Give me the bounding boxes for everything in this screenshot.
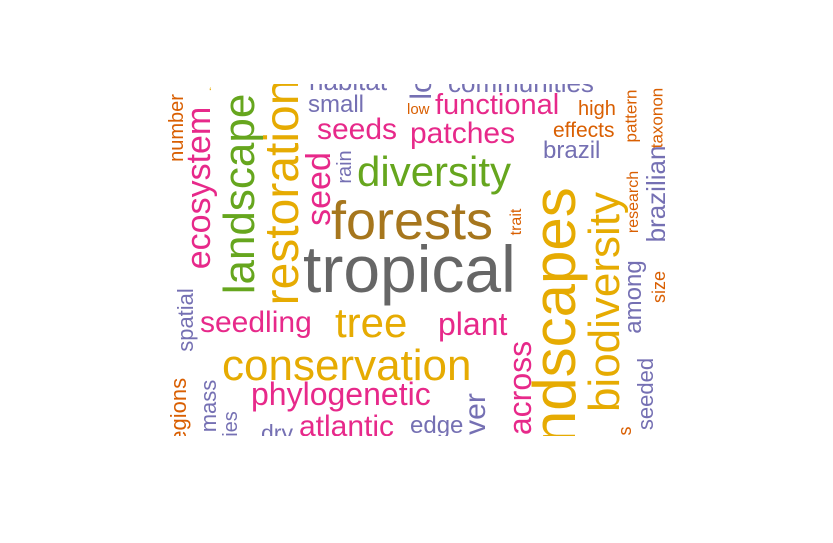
word-species: ies (220, 411, 242, 436)
word-edge: edge (410, 412, 464, 437)
word-seeded: seeded (633, 357, 658, 431)
word-among: among (620, 260, 647, 334)
word-atlantic: atlantic (299, 410, 395, 437)
word-trait: trait (508, 208, 525, 236)
word-brazil: brazil (543, 137, 601, 164)
word-seed: seed (300, 152, 338, 226)
word-extra-s: s (615, 426, 635, 436)
word-dry: dry (261, 420, 293, 437)
word-small: small (308, 91, 365, 118)
word-effects: effects (553, 119, 615, 142)
word-rain: rain (334, 150, 356, 184)
word-low: low (407, 101, 430, 118)
word-cloud-area: tropical forests conservation diversity … (165, 84, 665, 436)
word-landscape: landscape (215, 93, 264, 295)
word-seeds: seeds (317, 113, 398, 146)
word-regions: regions (166, 377, 191, 436)
word-functional: functional (435, 89, 560, 121)
word-across: across (502, 340, 538, 436)
word-high: high (578, 98, 616, 120)
word-fragment: lo (405, 84, 438, 100)
word-patches: patches (410, 117, 516, 150)
word-size: size (649, 270, 665, 304)
word-number: number (166, 94, 188, 162)
word-pattern: pattern (621, 89, 641, 143)
word-brazilian: brazilian (641, 145, 665, 243)
word-phylogenetic: phylogenetic (251, 376, 431, 412)
word-diversity: diversity (357, 148, 512, 195)
word-tree: tree (335, 299, 408, 346)
word-plant: plant (438, 306, 508, 342)
word-research: research (625, 170, 642, 234)
word-mass: mass (196, 379, 221, 433)
word-river: ver (459, 393, 492, 435)
word-tick: ‘ (209, 85, 212, 99)
word-communities: communities (448, 84, 594, 96)
word-tropical: tropical (303, 232, 516, 306)
word-forests: forests (331, 191, 494, 251)
word-habitat: habitat (309, 84, 387, 94)
word-spatial: spatial (173, 288, 198, 352)
word-taxonomic: taxonon (647, 87, 666, 149)
word-conservation: conservation (222, 341, 472, 390)
word-seedling: seedling (200, 306, 312, 339)
